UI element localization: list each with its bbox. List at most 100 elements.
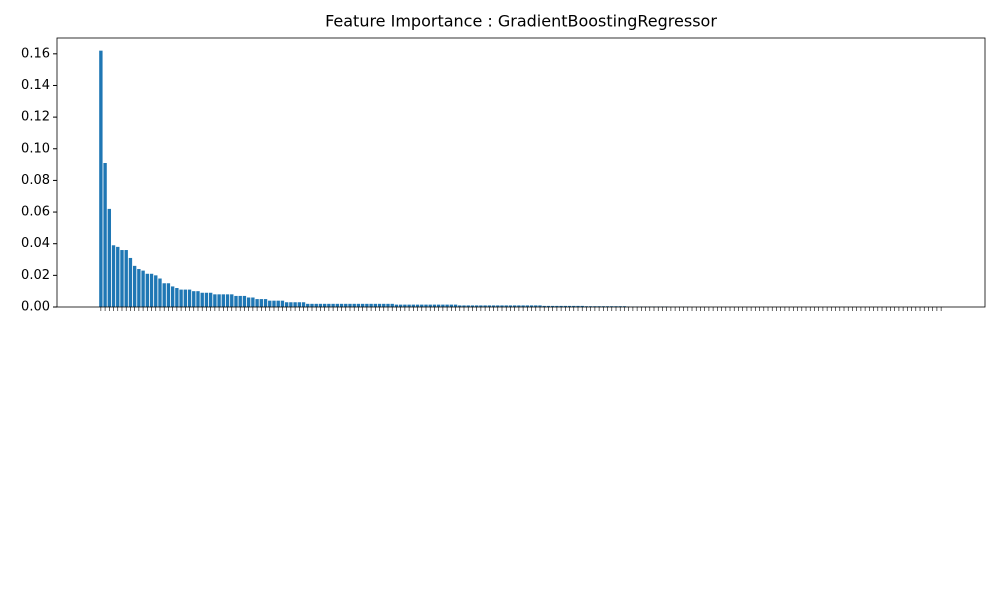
bar	[259, 299, 264, 307]
y-tick-label: 0.12	[21, 110, 50, 125]
bar	[483, 305, 487, 307]
bar	[154, 275, 158, 307]
bar	[149, 273, 154, 307]
y-tick-label: 0.14	[21, 78, 50, 93]
bar	[187, 289, 192, 307]
bar	[276, 300, 280, 307]
bar	[424, 304, 428, 307]
bar	[196, 291, 200, 307]
bar	[369, 303, 373, 307]
bar	[99, 50, 103, 308]
bar	[335, 303, 340, 307]
bar	[377, 303, 382, 307]
bar	[462, 305, 466, 307]
bar	[162, 283, 166, 307]
bar	[339, 303, 344, 307]
bar	[103, 163, 107, 307]
bar	[331, 303, 335, 307]
bar	[225, 294, 230, 307]
bar	[398, 304, 403, 307]
y-tick-label: 0.00	[21, 300, 50, 315]
bar	[170, 286, 175, 307]
bar	[474, 305, 479, 307]
bar	[175, 288, 179, 307]
bar	[487, 305, 492, 307]
bar	[128, 257, 133, 307]
bar	[496, 305, 500, 307]
bar	[559, 305, 563, 307]
bar	[373, 303, 378, 307]
y-tick-label: 0.06	[21, 205, 50, 220]
bar	[310, 303, 314, 307]
bar	[360, 303, 365, 307]
y-tick-label: 0.16	[21, 46, 50, 61]
bar	[293, 302, 297, 307]
bar	[491, 305, 496, 307]
bar	[420, 304, 424, 307]
bar	[542, 305, 546, 307]
bar	[466, 305, 470, 307]
y-tick-label: 0.08	[21, 173, 50, 188]
bar	[263, 299, 268, 307]
bar	[576, 305, 580, 307]
chart-title: Feature Importance : GradientBoostingReg…	[325, 12, 717, 31]
bar	[479, 305, 483, 307]
bar	[251, 297, 255, 307]
bar	[508, 305, 513, 307]
bar	[242, 295, 247, 307]
bar	[563, 305, 568, 307]
bar	[208, 292, 213, 307]
bar	[572, 305, 576, 307]
bar	[318, 303, 323, 307]
y-tick-label: 0.04	[21, 236, 50, 251]
bar	[116, 246, 120, 307]
bar	[246, 297, 251, 307]
bar	[348, 303, 352, 307]
bar	[327, 303, 331, 307]
bar	[534, 305, 538, 307]
bar	[141, 270, 145, 307]
bar	[255, 299, 259, 307]
bar	[204, 292, 209, 307]
bar	[192, 291, 196, 307]
y-tick-label: 0.02	[21, 268, 50, 283]
bar	[124, 250, 128, 307]
bar	[415, 304, 420, 307]
bar	[344, 303, 348, 307]
bar	[500, 305, 504, 307]
bar	[517, 305, 521, 307]
bar	[580, 305, 584, 307]
bar	[538, 305, 542, 307]
bar	[453, 304, 458, 307]
bar	[158, 278, 162, 307]
bar	[441, 304, 445, 307]
bar	[306, 303, 310, 307]
bar	[268, 300, 272, 307]
bar	[512, 305, 517, 307]
bar	[382, 303, 386, 307]
bar	[432, 304, 437, 307]
bar	[449, 304, 454, 307]
bar	[289, 302, 293, 307]
bar	[546, 305, 551, 307]
bar	[280, 300, 285, 307]
bar	[132, 265, 137, 307]
bar	[403, 304, 407, 307]
bar	[458, 305, 462, 307]
bar	[436, 304, 441, 307]
bar	[272, 300, 276, 307]
bar	[407, 304, 411, 307]
bar	[297, 302, 302, 307]
bar	[470, 305, 475, 307]
bar	[445, 304, 449, 307]
bar	[322, 303, 327, 307]
bar	[234, 295, 238, 307]
bar	[183, 289, 188, 307]
bar	[238, 295, 242, 307]
bar	[352, 303, 356, 307]
bar	[137, 269, 141, 307]
bar	[386, 303, 390, 307]
bar	[314, 303, 318, 307]
